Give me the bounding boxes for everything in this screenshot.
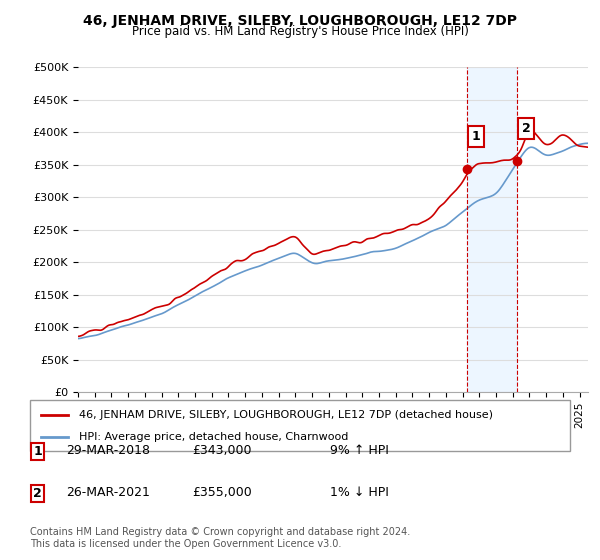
Text: 2: 2 (522, 122, 530, 135)
Text: 9% ↑ HPI: 9% ↑ HPI (330, 444, 389, 458)
Text: 1: 1 (472, 130, 481, 143)
Bar (467, 67, 517, 392)
Text: 2: 2 (33, 487, 42, 500)
FancyBboxPatch shape (31, 485, 44, 502)
FancyBboxPatch shape (30, 400, 570, 451)
Text: Price paid vs. HM Land Registry's House Price Index (HPI): Price paid vs. HM Land Registry's House … (131, 25, 469, 38)
Text: 1% ↓ HPI: 1% ↓ HPI (330, 486, 389, 500)
FancyBboxPatch shape (31, 443, 44, 460)
Text: £355,000: £355,000 (192, 486, 252, 500)
Text: Contains HM Land Registry data © Crown copyright and database right 2024.
This d: Contains HM Land Registry data © Crown c… (30, 527, 410, 549)
Text: 46, JENHAM DRIVE, SILEBY, LOUGHBOROUGH, LE12 7DP (detached house): 46, JENHAM DRIVE, SILEBY, LOUGHBOROUGH, … (79, 409, 493, 419)
Text: 26-MAR-2021: 26-MAR-2021 (66, 486, 150, 500)
Text: 46, JENHAM DRIVE, SILEBY, LOUGHBOROUGH, LE12 7DP: 46, JENHAM DRIVE, SILEBY, LOUGHBOROUGH, … (83, 14, 517, 28)
Text: £343,000: £343,000 (192, 444, 251, 458)
Text: HPI: Average price, detached house, Charnwood: HPI: Average price, detached house, Char… (79, 432, 348, 442)
Text: 1: 1 (33, 445, 42, 458)
Text: 29-MAR-2018: 29-MAR-2018 (66, 444, 150, 458)
